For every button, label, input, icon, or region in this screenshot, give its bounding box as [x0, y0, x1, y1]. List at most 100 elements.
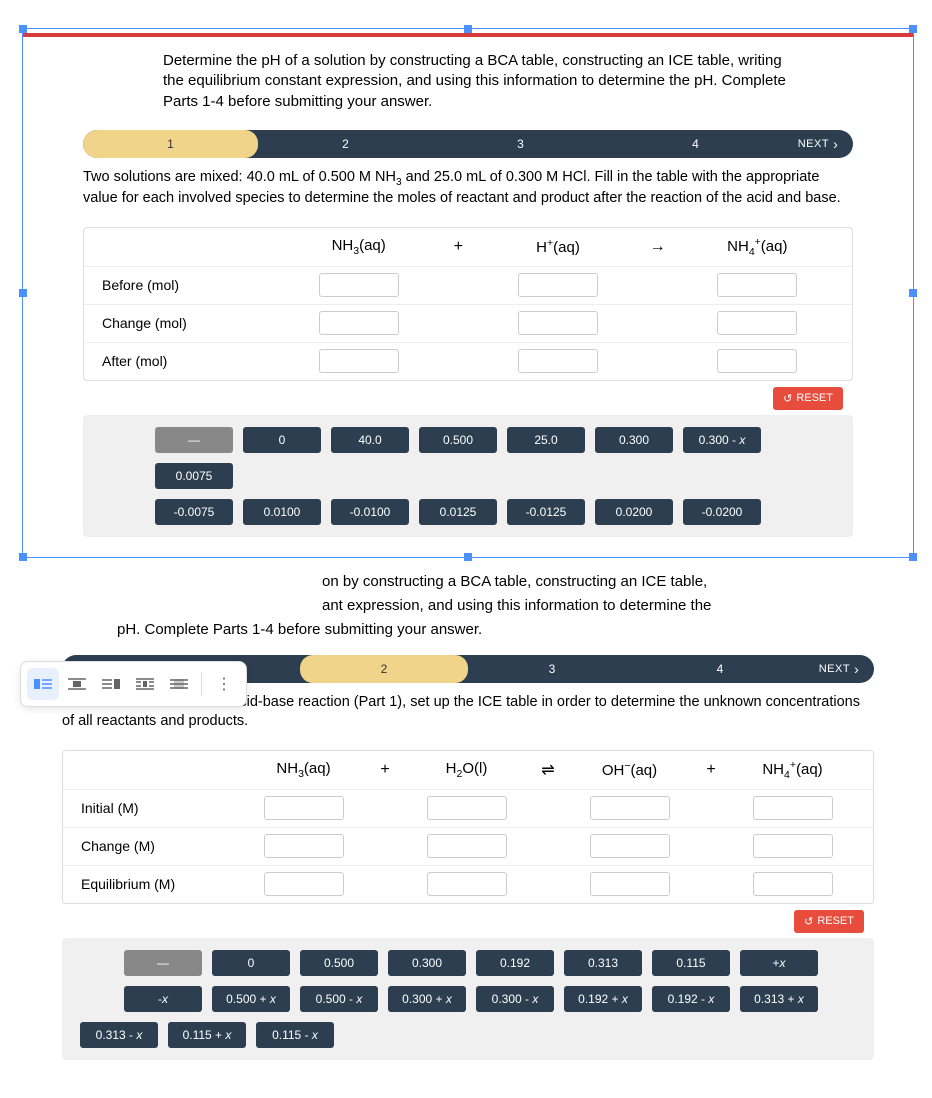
progress-steps: 1 2 3 4	[83, 130, 783, 158]
chip[interactable]: 0	[243, 427, 321, 453]
resize-handle[interactable]	[19, 553, 27, 561]
chip[interactable]: 0.0125	[419, 499, 497, 525]
chip[interactable]: 0.115	[652, 950, 730, 976]
step-2[interactable]: 2	[258, 130, 433, 158]
next-button[interactable]: NEXT ›	[804, 661, 874, 677]
chip-row: — 0 0.500 0.300 0.192 0.313 0.115 +x	[124, 950, 862, 976]
drop-slot[interactable]	[518, 273, 598, 297]
chip[interactable]: 0.300 - x	[476, 986, 554, 1012]
align-right-button[interactable]	[95, 668, 127, 700]
chip[interactable]: 0.192	[476, 950, 554, 976]
step-4[interactable]: 4	[608, 130, 783, 158]
drop-slot[interactable]	[427, 834, 507, 858]
behind-text-icon	[170, 677, 188, 691]
chip[interactable]: 0.300	[595, 427, 673, 453]
ice-row-initial: Initial (M)	[63, 789, 873, 827]
wrap-button[interactable]	[129, 668, 161, 700]
undo-icon: ↺	[804, 915, 813, 928]
drop-slot[interactable]	[717, 311, 797, 335]
progress-bar-1: 1 2 3 4 NEXT ›	[83, 130, 853, 158]
resize-handle[interactable]	[464, 25, 472, 33]
partial-intro-1: on by constructing a BCA table, construc…	[22, 566, 914, 596]
behind-text-button[interactable]	[163, 668, 195, 700]
reset-button[interactable]: ↺ RESET	[773, 387, 843, 410]
resize-handle[interactable]	[464, 553, 472, 561]
chip[interactable]: 0.500	[419, 427, 497, 453]
chip[interactable]: 0.500	[300, 950, 378, 976]
drop-slot[interactable]	[319, 273, 399, 297]
plus-symbol: +	[700, 761, 722, 779]
chip[interactable]: 0.300 + x	[388, 986, 466, 1012]
chip[interactable]: 0.313 + x	[740, 986, 818, 1012]
col-nh4: NH4+(aq)	[673, 236, 842, 258]
drop-slot[interactable]	[753, 796, 833, 820]
next-label: NEXT	[819, 663, 850, 675]
drop-slot[interactable]	[753, 872, 833, 896]
chip[interactable]: 0.313 - x	[80, 1022, 158, 1048]
chip[interactable]: 0.192 + x	[564, 986, 642, 1012]
drop-slot[interactable]	[264, 872, 344, 896]
chip[interactable]: 0.500 + x	[212, 986, 290, 1012]
arrow-symbol: →	[643, 238, 673, 256]
drop-slot[interactable]	[518, 349, 598, 373]
chip[interactable]: 0.313	[564, 950, 642, 976]
col-nh3: NH3(aq)	[233, 760, 374, 780]
image-toolbar[interactable]: ⋮	[20, 661, 247, 707]
resize-handle[interactable]	[909, 289, 917, 297]
chip[interactable]: 25.0	[507, 427, 585, 453]
more-options-button[interactable]: ⋮	[208, 668, 240, 700]
drop-slot[interactable]	[427, 872, 507, 896]
chip[interactable]: 0.0200	[595, 499, 673, 525]
bca-table: NH3(aq) + H+(aq) → NH4+(aq) Before (mol)…	[83, 227, 853, 381]
chip-dash[interactable]: —	[155, 427, 233, 453]
next-button[interactable]: NEXT ›	[783, 136, 853, 152]
chip[interactable]: -0.0100	[331, 499, 409, 525]
chip[interactable]: 0.300	[388, 950, 466, 976]
drop-slot[interactable]	[264, 796, 344, 820]
drop-slot[interactable]	[319, 311, 399, 335]
chip[interactable]: 0.192 - x	[652, 986, 730, 1012]
bca-row-after: After (mol)	[84, 342, 852, 380]
chip-dash[interactable]: —	[124, 950, 202, 976]
next-label: NEXT	[798, 138, 829, 150]
chip-palette-2: — 0 0.500 0.300 0.192 0.313 0.115 +x -x …	[62, 938, 874, 1060]
chip[interactable]: -x	[124, 986, 202, 1012]
step-3[interactable]: 3	[433, 130, 608, 158]
step-4[interactable]: 4	[636, 655, 804, 683]
chip[interactable]: 0.115 + x	[168, 1022, 246, 1048]
chip[interactable]: 0.115 - x	[256, 1022, 334, 1048]
chip[interactable]: +x	[740, 950, 818, 976]
drop-slot[interactable]	[753, 834, 833, 858]
drop-slot[interactable]	[717, 349, 797, 373]
drop-slot[interactable]	[518, 311, 598, 335]
drop-slot[interactable]	[590, 872, 670, 896]
step-3[interactable]: 3	[468, 655, 636, 683]
drop-slot[interactable]	[427, 796, 507, 820]
chip[interactable]: 0.500 - x	[300, 986, 378, 1012]
resize-handle[interactable]	[909, 553, 917, 561]
drop-slot[interactable]	[717, 273, 797, 297]
chip[interactable]: -0.0200	[683, 499, 761, 525]
chip[interactable]: -0.0075	[155, 499, 233, 525]
chip[interactable]: 0.0100	[243, 499, 321, 525]
step-1[interactable]: 1	[83, 130, 258, 158]
selected-object-frame[interactable]: Determine the pH of a solution by constr…	[22, 28, 914, 558]
chip[interactable]: -0.0125	[507, 499, 585, 525]
align-center-button[interactable]	[61, 668, 93, 700]
chip[interactable]: 0	[212, 950, 290, 976]
step-2[interactable]: 2	[300, 655, 468, 683]
resize-handle[interactable]	[19, 289, 27, 297]
col-oh: OH−(aq)	[559, 760, 700, 779]
align-left-button[interactable]	[27, 668, 59, 700]
resize-handle[interactable]	[909, 25, 917, 33]
drop-slot[interactable]	[590, 796, 670, 820]
chip[interactable]: 40.0	[331, 427, 409, 453]
drop-slot[interactable]	[590, 834, 670, 858]
chip[interactable]: 0.0075	[155, 463, 233, 489]
drop-slot[interactable]	[319, 349, 399, 373]
resize-handle[interactable]	[19, 25, 27, 33]
drop-slot[interactable]	[264, 834, 344, 858]
reset-button[interactable]: ↺ RESET	[794, 910, 864, 933]
chip[interactable]: 0.300 - x	[683, 427, 761, 453]
col-h: H+(aq)	[473, 237, 642, 256]
